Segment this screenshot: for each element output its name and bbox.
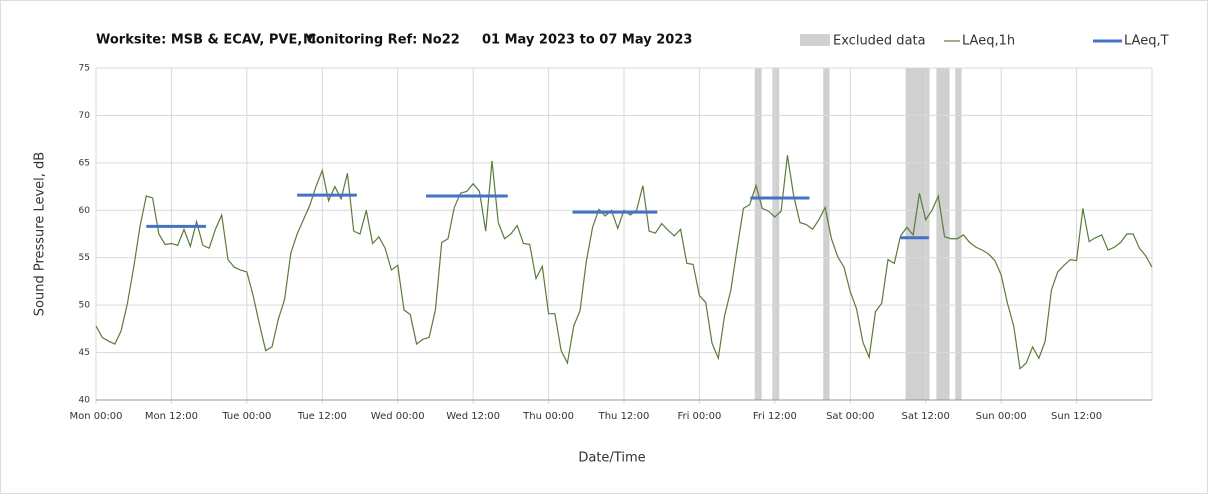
x-tick-label: Sat 00:00 <box>826 411 874 422</box>
x-tick-label: Wed 12:00 <box>446 411 500 422</box>
excluded-band <box>936 68 950 400</box>
y-tick-label: 75 <box>79 64 90 74</box>
x-tick-label: Sun 00:00 <box>976 411 1027 422</box>
x-tick-label: Tue 12:00 <box>297 411 347 422</box>
legend-label: Excluded data <box>833 34 926 49</box>
x-tick-label: Sun 12:00 <box>1051 411 1102 422</box>
legend-label: LAeq,T <box>1124 34 1169 49</box>
excluded-band <box>823 68 830 400</box>
x-tick-label: Mon 00:00 <box>69 411 122 422</box>
excluded-band <box>754 68 762 400</box>
legend-label: LAeq,1h <box>962 34 1015 49</box>
chart-title: 01 May 2023 to 07 May 2023 <box>482 33 692 48</box>
x-tick-label: Wed 00:00 <box>371 411 425 422</box>
x-tick-label: Thu 12:00 <box>598 411 650 422</box>
y-tick-label: 45 <box>79 348 90 358</box>
data-line <box>95 155 1153 370</box>
excluded-band <box>905 68 930 400</box>
excluded-band <box>955 68 962 400</box>
y-tick-label: 60 <box>79 206 91 216</box>
x-tick-label: Sat 12:00 <box>902 411 950 422</box>
y-tick-label: 40 <box>79 396 91 406</box>
excluded-band <box>772 68 780 400</box>
y-axis-label: Sound Pressure Level, dB <box>33 152 48 316</box>
legend-swatch <box>800 34 830 46</box>
y-tick-label: 70 <box>79 111 91 121</box>
chart-title: Monitoring Ref: No22 <box>303 33 460 48</box>
x-tick-label: Tue 00:00 <box>221 411 271 422</box>
x-tick-label: Fri 00:00 <box>677 411 721 422</box>
x-tick-label: Fri 12:00 <box>753 411 797 422</box>
y-tick-label: 55 <box>79 253 90 263</box>
y-tick-label: 65 <box>79 158 90 168</box>
chart-title: Worksite: MSB & ECAV, PVE, C <box>96 33 316 48</box>
x-axis-label: Date/Time <box>578 451 645 466</box>
x-tick-label: Mon 12:00 <box>145 411 198 422</box>
y-tick-label: 50 <box>79 301 91 311</box>
x-tick-label: Thu 00:00 <box>522 411 574 422</box>
